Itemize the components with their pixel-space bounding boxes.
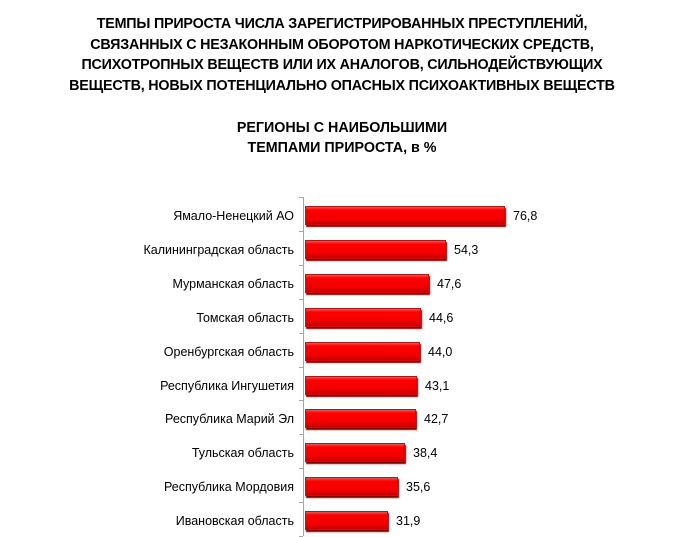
bar xyxy=(305,274,429,293)
category-label: Республика Мордовия xyxy=(164,480,294,494)
bar-row: Республика Марий Эл 42,7 xyxy=(0,408,684,430)
axis-tick xyxy=(299,367,303,368)
chart-title-line: ВЕЩЕСТВ, НОВЫХ ПОТЕНЦИАЛЬНО ОПАСНЫХ ПСИХ… xyxy=(69,77,615,94)
data-label: 35,6 xyxy=(406,480,431,494)
axis-tick xyxy=(299,197,303,198)
chart-title-line: ПСИХОТРОПНЫХ ВЕЩЕСТВ ИЛИ ИХ АНАЛОГОВ, СИ… xyxy=(81,57,603,73)
bar-row: Томская область 44,6 xyxy=(0,307,684,329)
data-label: 54,3 xyxy=(454,243,479,257)
axis-tick xyxy=(299,400,303,401)
chart-title: ТЕМПЫ ПРИРОСТА ЧИСЛА ЗАРЕГИСТРИРОВАННЫХ … xyxy=(0,14,684,96)
axis-tick xyxy=(299,502,303,503)
category-label: Оренбургская область xyxy=(163,345,294,359)
bar xyxy=(305,206,505,225)
bar-row: Оренбургская область 44,0 xyxy=(0,341,684,363)
category-label: Республика Марий Эл xyxy=(165,412,294,426)
category-axis xyxy=(303,197,304,536)
axis-tick xyxy=(299,333,303,334)
chart-subtitle-line: ТЕМПАМИ ПРИРОСТА, в % xyxy=(247,140,437,156)
bar xyxy=(305,342,420,361)
chart-title-line: ТЕМПЫ ПРИРОСТА ЧИСЛА ЗАРЕГИСТРИРОВАННЫХ … xyxy=(96,16,588,32)
category-label: Республика Ингушетия xyxy=(160,379,294,393)
bar-row: Мурманская область 47,6 xyxy=(0,273,684,295)
category-label: Ямало-Ненецкий АО xyxy=(173,209,294,223)
category-label: Мурманская область xyxy=(172,277,294,291)
axis-tick xyxy=(299,434,303,435)
bar xyxy=(305,511,388,530)
data-label: 43,1 xyxy=(425,379,450,393)
chart-subtitle: РЕГИОНЫ С НАИБОЛЬШИМИ ТЕМПАМИ ПРИРОСТА, … xyxy=(0,118,684,158)
axis-tick xyxy=(299,468,303,469)
bar-row: Республика Ингушетия 43,1 xyxy=(0,375,684,397)
chart-title-line: СВЯЗАННЫХ С НЕЗАКОННЫМ ОБОРОТОМ НАРКОТИЧ… xyxy=(90,36,594,53)
data-label: 38,4 xyxy=(413,446,438,460)
bar-row: Калининградская область 54,3 xyxy=(0,239,684,261)
bar-row: Тульская область 38,4 xyxy=(0,442,684,464)
axis-tick xyxy=(299,231,303,232)
data-label: 42,7 xyxy=(424,412,449,426)
bar xyxy=(305,308,421,327)
category-label: Ивановская область xyxy=(175,514,294,528)
data-label: 44,0 xyxy=(428,345,453,359)
bar xyxy=(305,376,417,395)
bar-row: Ямало-Ненецкий АО 76,8 xyxy=(0,205,684,227)
bar xyxy=(305,240,446,259)
bar-row: Республика Мордовия 35,6 xyxy=(0,476,684,498)
bar xyxy=(305,409,416,428)
data-label: 44,6 xyxy=(429,311,454,325)
bar-row: Ивановская область 31,9 xyxy=(0,510,684,532)
category-label: Томская область xyxy=(196,311,294,325)
category-label: Тульская область xyxy=(191,446,294,460)
category-label: Калининградская область xyxy=(143,243,294,257)
data-label: 47,6 xyxy=(437,277,462,291)
axis-tick xyxy=(299,299,303,300)
data-label: 76,8 xyxy=(513,209,538,223)
chart-subtitle-line: РЕГИОНЫ С НАИБОЛЬШИМИ xyxy=(236,120,448,136)
bar xyxy=(305,443,405,462)
bar xyxy=(305,477,398,496)
axis-tick xyxy=(299,265,303,266)
data-label: 31,9 xyxy=(396,514,421,528)
